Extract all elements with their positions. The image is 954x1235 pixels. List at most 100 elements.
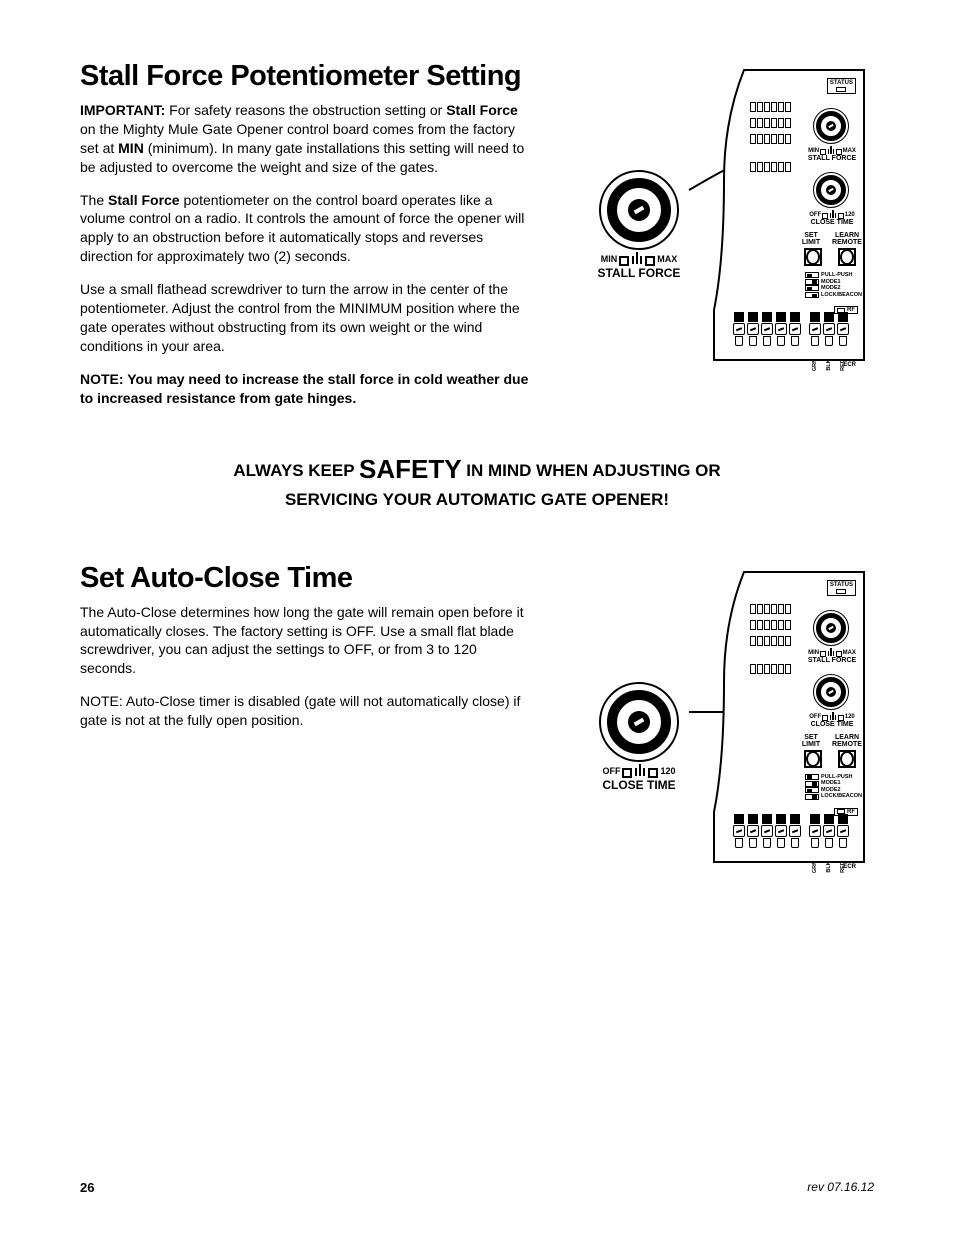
- stall-p2: The Stall Force potentiometer on the con…: [80, 191, 534, 267]
- auto-p2: NOTE: Auto-Close timer is disabled (gate…: [80, 692, 534, 730]
- stall-p1-bold3: MIN: [118, 140, 144, 156]
- callout-stall-force: MIN MAX STALL FORCE: [564, 170, 714, 280]
- btn-learn-remote: [838, 750, 856, 768]
- status-box: STATUS: [827, 78, 856, 94]
- terminal-strip: GRNBLKRED: [732, 322, 850, 340]
- stall-force-diagram: MIN MAX STALL FORCE STATUS MINMAX STAL: [554, 60, 874, 380]
- stall-p4-bold: NOTE: You may need to increase the stall…: [80, 371, 528, 406]
- section-stall-force: Stall Force Potentiometer Setting IMPORT…: [80, 60, 874, 421]
- label-set-limit: SETLIMIT: [796, 734, 826, 748]
- heading-auto-close: Set Auto-Close Time: [80, 562, 534, 595]
- safety-pre: ALWAYS KEEP: [233, 461, 359, 480]
- auto-close-diagram: OFF 120 CLOSE TIME STATUS MINMAX STALL F…: [554, 562, 874, 882]
- stall-p1-a: For safety reasons the obstruction setti…: [165, 102, 446, 118]
- auto-p1: The Auto-Close determines how long the g…: [80, 603, 534, 679]
- page-number: 26: [80, 1180, 94, 1195]
- stall-p1-bold2: Stall Force: [446, 102, 518, 118]
- btn-set-limit: [804, 750, 822, 768]
- dip-block: PULL-PUSHMODE1MODE2LOCK/BEACON: [805, 272, 862, 298]
- btn-set-limit: [804, 248, 822, 266]
- stall-p1: IMPORTANT: For safety reasons the obstru…: [80, 101, 534, 177]
- dip-0: PULL-PUSH: [805, 272, 862, 279]
- stall-p3: Use a small flathead screwdriver to turn…: [80, 280, 534, 356]
- dip-1: MODE1: [805, 279, 862, 286]
- mini-scale-stall: MINMAX: [802, 648, 862, 656]
- stall-p1-c: (minimum). In many gate installations th…: [80, 140, 524, 175]
- callout-max-2: 120: [660, 766, 675, 776]
- dip-3: LOCK/BEACON: [805, 793, 862, 800]
- stall-p2-a: The: [80, 192, 108, 208]
- terminal-RED: RED: [836, 322, 850, 340]
- terminal: [788, 824, 802, 842]
- ecr-label: ECR: [843, 362, 856, 368]
- heading-stall-force: Stall Force Potentiometer Setting: [80, 60, 534, 93]
- connector-pins: [750, 620, 791, 630]
- safety-banner: ALWAYS KEEP SAFETY IN MIND WHEN ADJUSTIN…: [80, 451, 874, 511]
- connector-pins: [750, 118, 791, 128]
- label-set-limit: SETLIMIT: [796, 232, 826, 246]
- terminal: [746, 322, 760, 340]
- terminal: [760, 322, 774, 340]
- big-knob-close: [599, 682, 679, 762]
- page-footer: 26 rev 07.16.12: [80, 1180, 874, 1195]
- status-box: STATUS: [827, 580, 856, 596]
- mini-scale-close: OFF120: [802, 712, 862, 720]
- mini-knob-stall: [813, 610, 849, 646]
- safety-word: SAFETY: [359, 454, 462, 484]
- terminal: [774, 824, 788, 842]
- safety-post1: IN MIND WHEN ADJUSTING OR: [462, 461, 721, 480]
- dip-block: PULL-PUSHMODE1MODE2LOCK/BEACON: [805, 774, 862, 800]
- dip-1: MODE1: [805, 780, 862, 787]
- page: Stall Force Potentiometer Setting IMPORT…: [0, 0, 954, 1235]
- callout-scale-1: MIN MAX: [564, 252, 714, 264]
- terminal: [788, 322, 802, 340]
- connector-pins: [750, 636, 791, 646]
- control-board-2: STATUS MINMAX STALL FORCE OFF120 CLOSE T…: [704, 562, 874, 882]
- dip-3: LOCK/BEACON: [805, 292, 862, 299]
- callout-scale-2: OFF 120: [564, 764, 714, 776]
- connector-pins: [750, 162, 791, 172]
- terminal: [760, 824, 774, 842]
- callout-max-1: MAX: [657, 254, 677, 264]
- dip-2: MODE2: [805, 285, 862, 292]
- connector-pins: [750, 664, 791, 674]
- connector-pins: [750, 134, 791, 144]
- callout-min-1: MIN: [601, 254, 618, 264]
- terminal-BLK: BLK: [822, 824, 836, 842]
- terminal: [732, 824, 746, 842]
- terminal-GRN: GRN: [808, 322, 822, 340]
- mini-label-close: CLOSE TIME: [802, 721, 862, 728]
- page-revision: rev 07.16.12: [807, 1180, 874, 1195]
- terminal-GRN: GRN: [808, 824, 822, 842]
- mini-scale-stall: MINMAX: [802, 146, 862, 154]
- control-board-1: STATUS MINMAX STALL FORCE OFF120 CLOSE T…: [704, 60, 874, 380]
- terminal-strip: GRNBLKRED: [732, 824, 850, 842]
- dip-0: PULL-PUSH: [805, 774, 862, 781]
- connector-pins: [750, 604, 791, 614]
- connector-pins: [750, 102, 791, 112]
- mini-knob-stall: [813, 108, 849, 144]
- mini-scale-close: OFF120: [802, 210, 862, 218]
- mini-label-stall: STALL FORCE: [802, 657, 862, 664]
- terminal: [774, 322, 788, 340]
- stall-p2-bold: Stall Force: [108, 192, 180, 208]
- mini-label-stall: STALL FORCE: [802, 155, 862, 162]
- safety-line2: SERVICING YOUR AUTOMATIC GATE OPENER!: [285, 490, 669, 509]
- stall-p1-important: IMPORTANT:: [80, 102, 165, 118]
- callout-close-time: OFF 120 CLOSE TIME: [564, 682, 714, 792]
- auto-close-text: Set Auto-Close Time The Auto-Close deter…: [80, 562, 534, 882]
- label-learn-remote: LEARNREMOTE: [830, 734, 864, 748]
- terminal-RED: RED: [836, 824, 850, 842]
- callout-title-1: STALL FORCE: [564, 266, 714, 280]
- mini-knob-close: [813, 172, 849, 208]
- section-auto-close: Set Auto-Close Time The Auto-Close deter…: [80, 562, 874, 882]
- stall-p4: NOTE: You may need to increase the stall…: [80, 370, 534, 408]
- terminal-BLK: BLK: [822, 322, 836, 340]
- dip-2: MODE2: [805, 787, 862, 794]
- callout-min-2: OFF: [602, 766, 620, 776]
- stall-force-text: Stall Force Potentiometer Setting IMPORT…: [80, 60, 534, 421]
- terminal: [732, 322, 746, 340]
- mini-knob-close: [813, 674, 849, 710]
- btn-learn-remote: [838, 248, 856, 266]
- ecr-label: ECR: [843, 864, 856, 870]
